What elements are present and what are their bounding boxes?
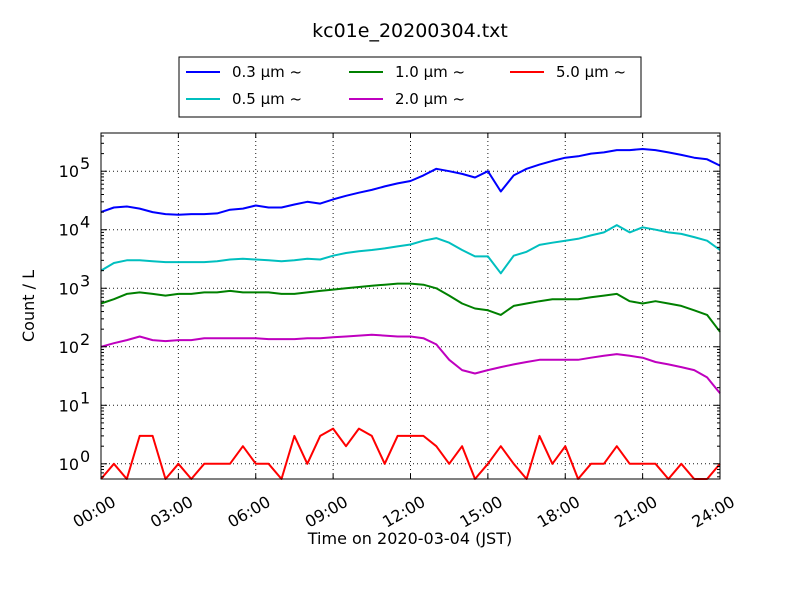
y-tick-exponent: 1	[80, 388, 90, 407]
x-tick-label: 24:00	[689, 492, 738, 532]
grid	[101, 133, 720, 479]
legend-label: 5.0 μm ~	[556, 63, 626, 81]
x-axis-label: Time on 2020-03-04 (JST)	[307, 529, 512, 548]
y-tick-exponent: 2	[80, 330, 90, 349]
chart-title: kc01e_20200304.txt	[312, 20, 508, 42]
legend-label: 2.0 μm ~	[395, 90, 465, 108]
legend: 0.3 μm ~ 0.5 μm ~ 1.0 μm ~ 2.0 μm ~ 5.0 μm ~	[178, 56, 642, 118]
legend-label: 0.3 μm ~	[232, 63, 302, 81]
series-layer	[100, 148, 721, 480]
series-line-3	[100, 282, 721, 333]
y-axis-label: Count / L	[19, 270, 38, 342]
series-line-5	[100, 427, 721, 480]
series-line-4	[100, 333, 721, 394]
legend-label: 0.5 μm ~	[232, 90, 302, 108]
x-tick-label: 03:00	[147, 492, 196, 532]
x-tick-label: 06:00	[224, 492, 273, 532]
x-tick-label: 15:00	[456, 492, 505, 532]
x-tick-label: 00:00	[70, 492, 119, 532]
y-tick-label: 10	[59, 396, 79, 415]
y-tick-label: 10	[59, 221, 79, 240]
y-tick-exponent: 3	[80, 271, 90, 290]
y-tick-label: 10	[59, 279, 79, 298]
y-tick-exponent: 0	[80, 447, 90, 466]
x-tick-label: 18:00	[534, 492, 583, 532]
series-line-1	[100, 148, 721, 216]
y-tick-label: 10	[59, 455, 79, 474]
x-tick-label: 21:00	[611, 492, 660, 532]
series-line-2	[100, 224, 721, 275]
y-tick-exponent: 4	[80, 213, 90, 232]
y-tick-label: 10	[59, 338, 79, 357]
x-tick-label: 12:00	[379, 492, 428, 532]
y-tick-exponent: 5	[80, 154, 90, 173]
legend-label: 1.0 μm ~	[395, 63, 465, 81]
axis-ticks: 00:00 03:00 06:00 09:00 12:00 15:00 18:00 21:00…	[59, 133, 738, 532]
x-tick-label: 09:00	[302, 492, 351, 532]
y-tick-label: 10	[59, 162, 79, 181]
